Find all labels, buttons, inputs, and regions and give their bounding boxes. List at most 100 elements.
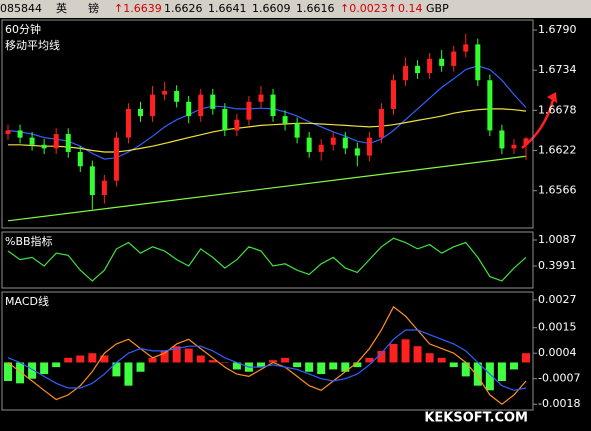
- histogram-bar: [365, 357, 374, 363]
- histogram-bar: [473, 362, 482, 386]
- y-tick-label: -0.0007: [538, 372, 580, 385]
- histogram-bar: [112, 362, 121, 377]
- candle-body: [186, 101, 192, 117]
- y-tick-label: 1.6734: [538, 63, 577, 76]
- candle-body: [282, 116, 288, 124]
- histogram-bar: [172, 346, 181, 363]
- candle-body: [246, 101, 252, 120]
- candle-body: [77, 151, 83, 167]
- candle-body: [330, 137, 336, 145]
- histogram-bar: [377, 350, 386, 363]
- candle-body: [390, 80, 396, 109]
- low-price: 1.6609: [252, 2, 291, 15]
- histogram-bar: [40, 362, 49, 375]
- candle-body: [222, 108, 228, 131]
- candle-body: [174, 91, 180, 102]
- y-tick-label: 0.0027: [538, 293, 577, 306]
- trend-line: [7, 155, 527, 222]
- histogram-bar: [522, 353, 530, 363]
- y-tick-label: 0.3991: [538, 259, 577, 272]
- candle-body: [487, 80, 493, 131]
- change: ↑0.0023↑: [340, 2, 397, 15]
- histogram-bar: [148, 357, 157, 363]
- panel-title: 60分钟: [5, 22, 41, 36]
- currency: GBP: [426, 2, 449, 15]
- panel-frame: [1, 291, 534, 411]
- histogram-bar: [76, 355, 85, 363]
- candle-body: [5, 130, 11, 135]
- y-tick-label: 1.6678: [538, 103, 577, 116]
- open-price: 1.6626: [164, 2, 203, 15]
- candle-body: [342, 137, 348, 149]
- line: [7, 305, 527, 405]
- candle-body: [270, 94, 276, 117]
- candle-body: [65, 134, 71, 152]
- panel-frame: [1, 231, 534, 289]
- high-price: 1.6641: [208, 2, 247, 15]
- code: 085844: [0, 2, 42, 15]
- histogram-bar: [100, 355, 109, 363]
- candle-body: [150, 94, 156, 117]
- histogram-bar: [293, 362, 302, 368]
- histogram-bar: [353, 362, 362, 368]
- quote-bar: 085844 英 镑 ↑1.6639 1.6626 1.6641 1.6609 …: [0, 0, 591, 18]
- candle-body: [403, 65, 409, 81]
- histogram-bar: [4, 362, 12, 382]
- histogram-bar: [485, 362, 494, 391]
- candle-body: [294, 123, 300, 138]
- candle-body: [113, 137, 119, 181]
- y-tick-label: 1.6622: [538, 144, 577, 157]
- histogram-bar: [196, 355, 205, 363]
- change-pct: 0.14: [398, 2, 423, 15]
- histogram-bar: [461, 362, 470, 377]
- y-tick-label: 1.6566: [538, 184, 577, 197]
- candle-body: [306, 137, 312, 152]
- histogram-bar: [317, 362, 326, 375]
- histogram-bar: [341, 362, 350, 372]
- line: [7, 329, 527, 391]
- histogram-bar: [401, 339, 410, 363]
- histogram-bar: [269, 360, 278, 363]
- candle-body: [17, 130, 23, 138]
- histogram-bar: [220, 362, 229, 363]
- histogram-bar: [425, 353, 434, 363]
- histogram-bar: [497, 362, 506, 382]
- histogram-bar: [64, 357, 73, 363]
- histogram-bar: [389, 343, 398, 363]
- histogram-bar: [52, 362, 61, 368]
- watermark: KEKSOFT.COM: [424, 411, 528, 426]
- candle-body: [451, 51, 457, 66]
- candle-body: [378, 108, 384, 138]
- histogram-bar: [124, 362, 133, 386]
- y-tick-label: 1.6790: [538, 23, 577, 36]
- candle-body: [162, 91, 168, 95]
- candle-body: [198, 94, 204, 117]
- last-price: ↑1.6639: [114, 2, 162, 15]
- candle-body: [89, 166, 95, 196]
- candle-body: [125, 108, 131, 138]
- y-tick-label: 0.0015: [538, 321, 577, 334]
- line: [7, 237, 527, 282]
- histogram-bar: [208, 360, 217, 363]
- candle-body: [234, 119, 240, 131]
- histogram-bar: [16, 362, 25, 384]
- candle-body: [475, 44, 481, 81]
- panel-title: MACD线: [5, 294, 49, 308]
- candle-body: [41, 144, 47, 149]
- candle-body: [439, 58, 445, 66]
- histogram-bar: [437, 357, 446, 363]
- histogram-bar: [281, 357, 290, 363]
- candle-body: [318, 144, 324, 152]
- candle-body: [511, 144, 517, 149]
- histogram-bar: [329, 362, 338, 370]
- histogram-bar: [28, 362, 37, 379]
- arrow-head: [547, 92, 557, 103]
- candle-body: [463, 44, 469, 52]
- candle-body: [427, 58, 433, 74]
- panel-frame: [1, 19, 534, 229]
- histogram-bar: [449, 362, 458, 368]
- candle-body: [523, 138, 529, 145]
- line: [8, 108, 527, 153]
